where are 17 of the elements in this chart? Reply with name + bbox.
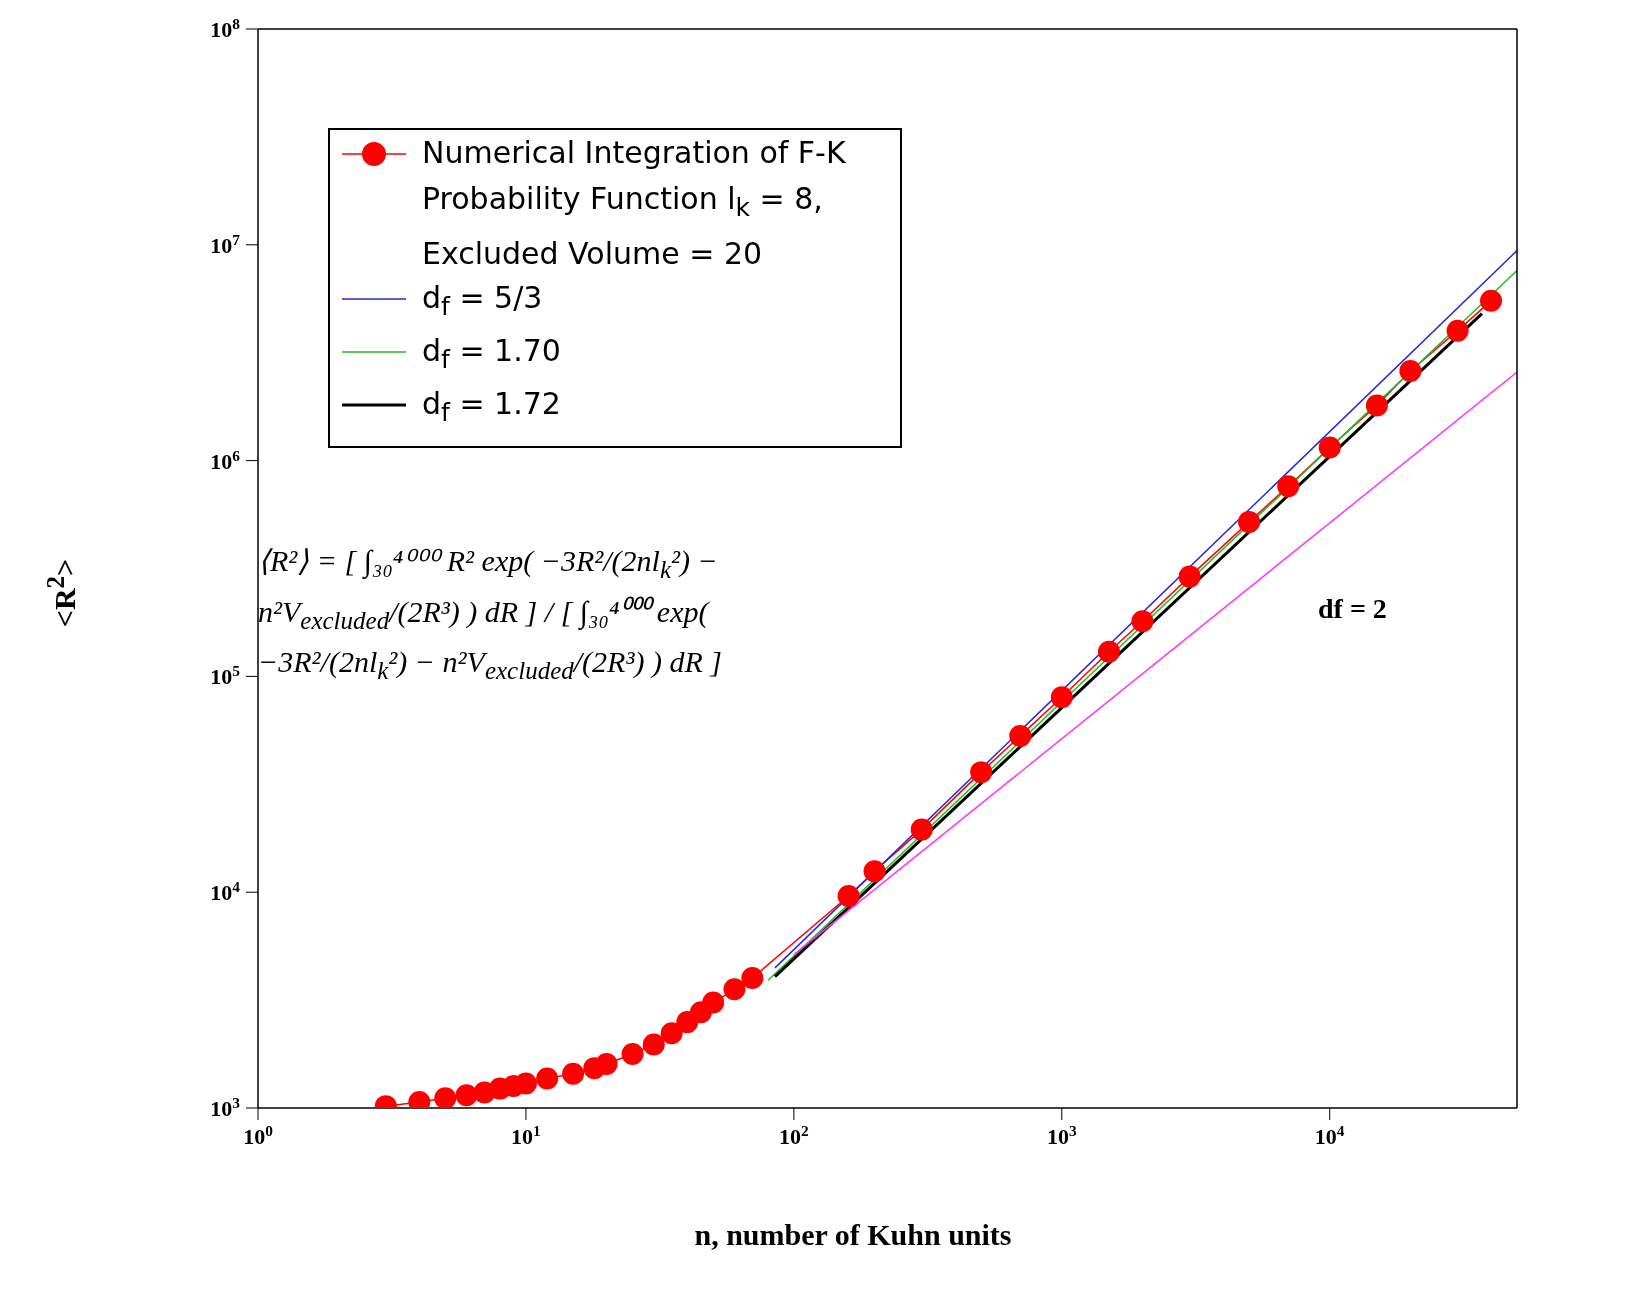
annotation: df = 2 xyxy=(1318,593,1387,625)
x-tick-label: 10$^{3}$ xyxy=(1046,1121,1077,1149)
legend-label: d$_{f}$ = 5/3 xyxy=(422,279,543,323)
legend-label: d$_{f}$ = 1.72 xyxy=(422,385,561,429)
y-tick-label: 10$^{5}$ xyxy=(210,661,241,690)
legend-label: d$_{f}$ = 1.70 xyxy=(422,332,561,376)
x-tick-label: 10$^{0}$ xyxy=(243,1121,274,1149)
y-tick-label: 10$^{4}$ xyxy=(210,877,241,906)
y-tick-label: 10$^{3}$ xyxy=(210,1093,241,1121)
x-axis-title: n, number of Kuhn units xyxy=(693,1218,1013,1252)
text: ⟨R²⟩ = [ ∫₃₀⁴⁰⁰⁰ R² exp( −3R²/(2nl$_{k}$²) − n²V$_{excluded}$/(2R³) ) dR ] / [ ∫₃₀⁴⁰⁰⁰ exp( −3R²/(2nl$_{k}$²) − n²V$_{excluded}$/(2R³) ) dR ] xyxy=(258,544,722,684)
y-tick-label: 10$^{8}$ xyxy=(210,14,241,42)
x-tick-label: 10$^{4}$ xyxy=(1314,1121,1345,1149)
x-tick-label: 10$^{1}$ xyxy=(511,1121,541,1149)
x-tick-label: 10$^{2}$ xyxy=(779,1121,810,1149)
y-tick-label: 10$^{6}$ xyxy=(210,446,241,474)
y-tick-label: 10$^{7}$ xyxy=(210,230,241,258)
